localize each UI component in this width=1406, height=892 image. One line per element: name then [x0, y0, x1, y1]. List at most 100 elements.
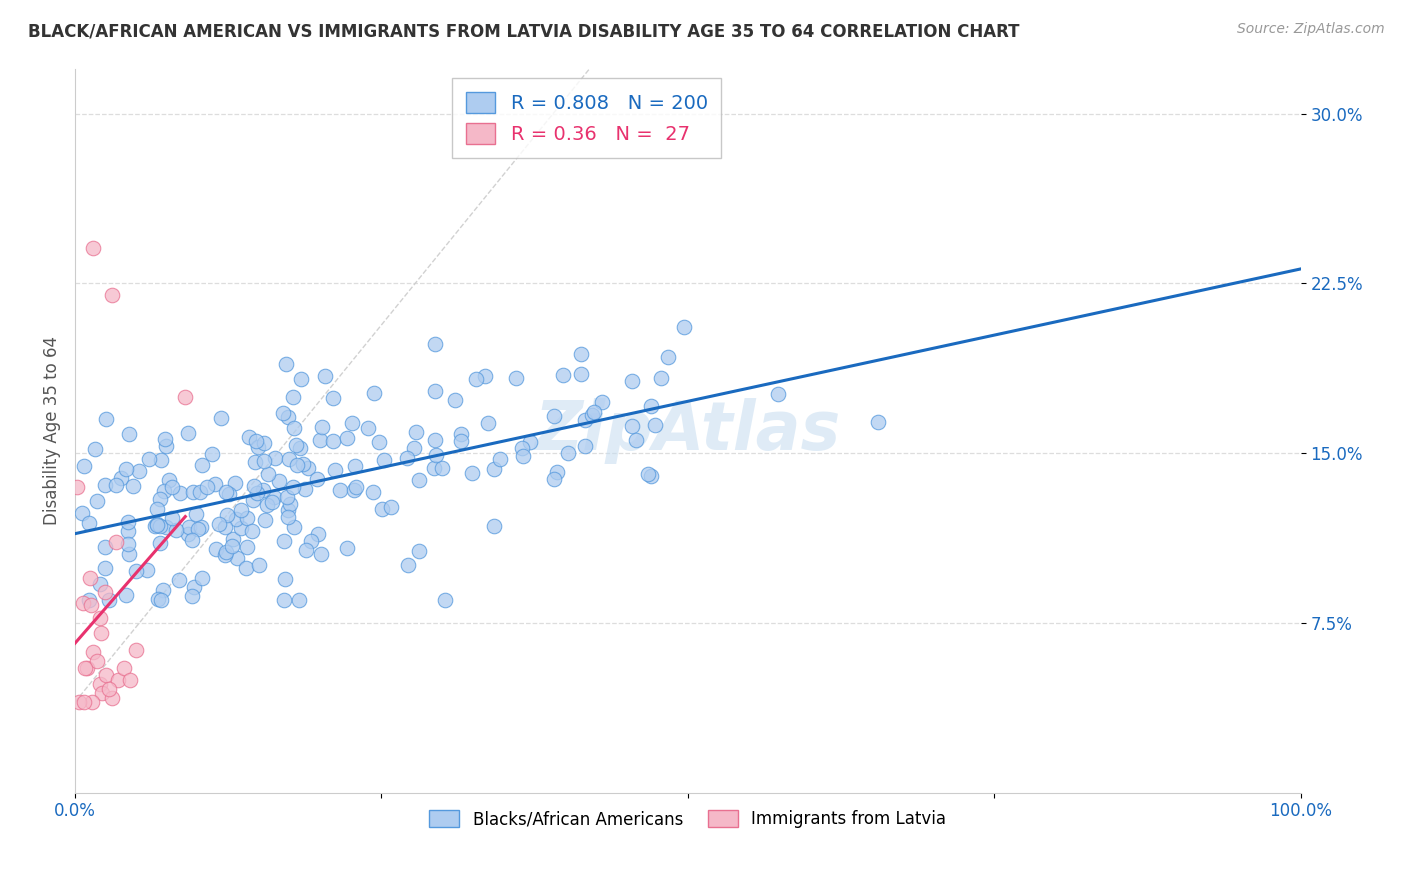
Point	[425, 448, 447, 462]
Point	[344, 459, 367, 474]
Point	[285, 438, 308, 452]
Point	[70, 506, 93, 520]
Point	[285, 458, 308, 472]
Point	[295, 542, 318, 557]
Point	[482, 519, 505, 533]
Point	[543, 471, 565, 485]
Point	[246, 440, 269, 454]
Point	[283, 390, 305, 404]
Point	[143, 519, 166, 533]
Point	[75, 661, 97, 675]
Point	[543, 409, 565, 423]
Point	[82, 695, 104, 709]
Point	[149, 536, 172, 550]
Point	[117, 516, 139, 530]
Point	[67, 695, 90, 709]
Point	[263, 490, 285, 504]
Point	[309, 547, 332, 561]
Point	[637, 467, 659, 481]
Point	[299, 533, 322, 548]
Point	[277, 510, 299, 524]
Point	[311, 420, 333, 434]
Point	[273, 593, 295, 607]
Point	[766, 387, 789, 401]
Point	[450, 434, 472, 449]
Point	[181, 533, 204, 547]
Point	[100, 690, 122, 705]
Point	[177, 520, 200, 534]
Point	[153, 484, 176, 499]
Point	[380, 500, 402, 514]
Point	[218, 486, 240, 500]
Point	[257, 467, 280, 482]
Point	[322, 391, 344, 405]
Point	[322, 434, 344, 448]
Point	[128, 464, 150, 478]
Point	[673, 320, 696, 334]
Point	[77, 516, 100, 531]
Point	[240, 524, 263, 538]
Point	[73, 695, 96, 709]
Point	[245, 434, 267, 449]
Point	[620, 374, 643, 388]
Point	[72, 596, 94, 610]
Point	[361, 485, 384, 500]
Point	[644, 417, 666, 432]
Point	[408, 543, 430, 558]
Point	[340, 416, 363, 430]
Point	[488, 452, 510, 467]
Point	[86, 654, 108, 668]
Point	[146, 518, 169, 533]
Point	[82, 241, 104, 255]
Point	[344, 480, 367, 494]
Point	[186, 522, 208, 536]
Point	[236, 541, 259, 555]
Point	[209, 410, 232, 425]
Point	[146, 591, 169, 606]
Point	[308, 434, 330, 448]
Point	[93, 584, 115, 599]
Point	[190, 485, 212, 500]
Point	[208, 517, 231, 532]
Point	[224, 475, 246, 490]
Point	[269, 474, 291, 488]
Point	[231, 521, 253, 535]
Point	[253, 435, 276, 450]
Point	[100, 288, 122, 302]
Point	[621, 419, 644, 434]
Point	[274, 357, 297, 371]
Point	[477, 417, 499, 431]
Text: BLACK/AFRICAN AMERICAN VS IMMIGRANTS FROM LATVIA DISABILITY AGE 35 TO 64 CORRELA: BLACK/AFRICAN AMERICAN VS IMMIGRANTS FRO…	[28, 22, 1019, 40]
Point	[343, 483, 366, 497]
Point	[157, 473, 180, 487]
Point	[329, 483, 352, 498]
Point	[214, 520, 236, 534]
Point	[433, 593, 456, 607]
Point	[94, 668, 117, 682]
Point	[246, 486, 269, 500]
Point	[288, 441, 311, 455]
Point	[557, 446, 579, 460]
Point	[94, 561, 117, 575]
Point	[174, 390, 197, 404]
Point	[215, 485, 238, 500]
Point	[423, 460, 446, 475]
Point	[464, 372, 486, 386]
Point	[204, 477, 226, 491]
Point	[335, 431, 357, 445]
Point	[191, 458, 214, 472]
Point	[107, 673, 129, 687]
Text: ZipAtlas: ZipAtlas	[534, 398, 841, 464]
Point	[98, 681, 121, 696]
Point	[404, 441, 426, 455]
Point	[297, 460, 319, 475]
Point	[396, 450, 419, 465]
Point	[136, 563, 159, 577]
Point	[155, 519, 177, 533]
Point	[84, 442, 107, 457]
Point	[214, 549, 236, 563]
Point	[640, 469, 662, 483]
Point	[314, 368, 336, 383]
Point	[89, 677, 111, 691]
Point	[569, 347, 592, 361]
